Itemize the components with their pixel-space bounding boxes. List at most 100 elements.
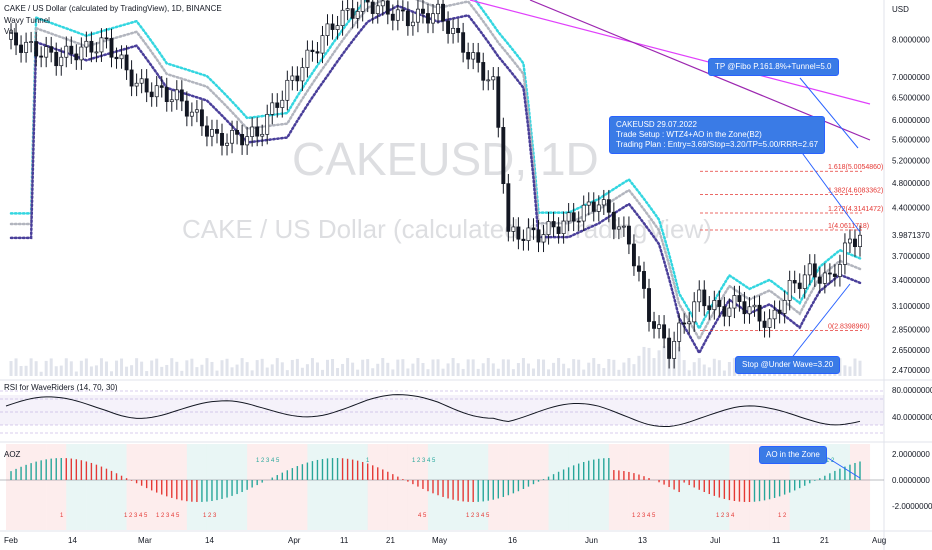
volume-bar	[637, 355, 641, 376]
symbol-title: CAKE / US Dollar (calculated by TradingV…	[4, 4, 222, 13]
volume-bar	[491, 363, 495, 376]
candle-body	[225, 142, 229, 146]
candle-body	[265, 114, 270, 135]
volume-bar	[848, 366, 852, 376]
fib-label: 1(4.0611718)	[828, 223, 869, 230]
volume-bar	[466, 359, 470, 376]
candle-body	[19, 44, 24, 53]
candle-body	[777, 309, 782, 314]
volume-bar	[647, 347, 651, 376]
candle-body	[742, 301, 747, 315]
indicator-vol[interactable]: Vol	[4, 27, 16, 36]
ao-zone-callout[interactable]: AO in the Zone	[759, 446, 827, 464]
volume-bar	[702, 364, 706, 376]
candle-body	[129, 69, 134, 87]
candle-body	[446, 20, 451, 34]
stop-pointer	[789, 283, 851, 361]
stop-text: Stop @Under Wave=3.20	[742, 360, 834, 369]
ao-signal-red: 1 2	[778, 513, 787, 519]
candle-body	[451, 27, 456, 34]
volume-bar	[632, 364, 636, 376]
ao-zone-bg	[367, 444, 388, 530]
volume-bar	[205, 358, 209, 376]
candle-body	[14, 32, 18, 46]
candle-body	[431, 13, 435, 24]
volume-bar	[557, 358, 561, 376]
candle-body	[692, 301, 697, 323]
volume-bar	[376, 363, 380, 376]
time-tick: 14	[205, 536, 214, 545]
fib-label: 1.382(4.6083362)	[828, 187, 883, 194]
ao-signal-green: 1	[366, 458, 370, 464]
candle-body	[747, 306, 752, 315]
candle-body	[626, 225, 631, 245]
ao-zone-bg	[407, 444, 428, 530]
volume-bar	[341, 363, 345, 376]
candle-body	[380, 0, 385, 7]
volume-bar	[351, 362, 355, 376]
volume-bar	[155, 358, 159, 376]
candle-body	[531, 227, 536, 231]
candle-body	[853, 238, 857, 248]
time-tick: May	[432, 536, 447, 545]
candle-body	[546, 221, 551, 235]
ao-zone-text: AO in the Zone	[766, 450, 820, 459]
stop-callout[interactable]: Stop @Under Wave=3.20	[735, 356, 841, 374]
candle-body	[79, 46, 84, 61]
ao-tick: -2.0000000	[892, 502, 932, 511]
volume-bar	[471, 359, 475, 376]
volume-bar	[496, 368, 500, 376]
volume-bar	[290, 359, 294, 376]
candle-body	[727, 307, 732, 317]
candle-body	[149, 91, 154, 98]
candle-body	[220, 132, 224, 146]
candle-body	[325, 23, 330, 36]
candlesticks	[9, 0, 862, 369]
volume-bar	[64, 358, 68, 376]
volume-bar	[200, 364, 204, 376]
candle-body	[596, 204, 601, 212]
volume-bar	[130, 365, 134, 376]
ao-zone-bg	[267, 444, 288, 530]
ao-zone-bg	[588, 444, 609, 530]
candle-body	[682, 322, 687, 325]
candle-body	[637, 265, 641, 272]
candle-body	[320, 35, 325, 54]
volume-bar	[235, 364, 239, 376]
price-tick: 3.9871370	[892, 231, 930, 240]
volume-bar	[275, 358, 279, 376]
time-tick: Aug	[872, 536, 886, 545]
candle-body	[94, 51, 99, 54]
candle-body	[134, 82, 139, 87]
volume-bar	[597, 363, 601, 376]
ao-zone-bg	[327, 444, 348, 530]
ao-zone-bg	[6, 444, 27, 530]
candle-body	[471, 52, 476, 60]
price-tick: 5.6000000	[892, 136, 930, 145]
volume-bar	[391, 369, 395, 376]
volume-bar	[120, 358, 124, 376]
volume-bar	[250, 370, 254, 376]
ao-zone-bg	[126, 444, 147, 530]
candle-body	[340, 9, 345, 26]
volume-bar	[170, 358, 174, 376]
candle-body	[49, 46, 54, 53]
candle-body	[24, 41, 29, 53]
indicator-wavy-tunnel[interactable]: Wavy Tunnel	[4, 16, 50, 25]
volume-bar	[270, 364, 274, 376]
volume-bar	[195, 367, 199, 376]
candle-body	[204, 125, 209, 137]
candle-body	[400, 9, 405, 12]
volume-bar	[185, 360, 189, 376]
candle-body	[677, 322, 682, 342]
ao-zone-bg	[307, 444, 328, 530]
candle-body	[822, 272, 827, 284]
ao-signal-red: 1 2 3 4 5	[466, 513, 490, 519]
tp-callout[interactable]: TP @Fibo P.161.8%+Tunnel=5.0	[708, 58, 839, 76]
ao-pane: 1 2 3 4 5 1 1 2 3 4 5 1 2 1 1 2 3 4 5 1 2 3 4 …	[0, 444, 884, 530]
candle-body	[772, 309, 777, 320]
candle-body	[601, 199, 606, 206]
volume-bar	[853, 358, 857, 376]
trade-plan-callout[interactable]: CAKEUSD 29.07.2022 Trade Setup : WTZ4+AO…	[609, 116, 826, 154]
